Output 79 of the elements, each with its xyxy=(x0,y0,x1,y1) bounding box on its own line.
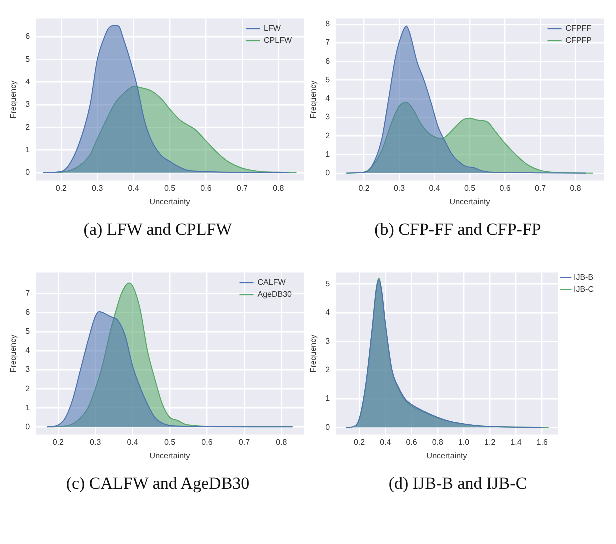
y-axis-title: Frequency xyxy=(309,334,318,373)
x-tick-label: 0.8 xyxy=(273,184,285,193)
y-tick-label: 5 xyxy=(326,279,331,288)
y-tick-label: 1 xyxy=(326,394,331,404)
x-tick-label: 0.7 xyxy=(236,184,249,193)
y-tick-label: 0 xyxy=(326,422,331,432)
x-tick-label: 0.2 xyxy=(52,438,64,447)
x-tick-label: 0.4 xyxy=(127,438,139,447)
x-tick-label: 0.4 xyxy=(429,184,441,193)
y-tick-label: 4 xyxy=(326,308,331,318)
y-tick-label: 0 xyxy=(326,168,331,178)
x-axis-title: Uncertainty xyxy=(150,197,190,206)
y-tick-label: 0 xyxy=(26,168,31,178)
x-tick-label: 0.7 xyxy=(238,438,251,447)
y-tick-label: 5 xyxy=(326,75,331,84)
x-tick-label: 0.6 xyxy=(500,184,512,193)
text: (a) LFW and CPLFW xyxy=(84,220,232,240)
x-axis-title: Uncertainty xyxy=(426,451,468,460)
legend-label: CFPFP xyxy=(566,36,592,46)
x-tick-label: 0.6 xyxy=(202,438,214,447)
y-tick-label: 0 xyxy=(26,422,31,432)
y-tick-label: 1 xyxy=(26,145,31,154)
x-tick-label: 0.6 xyxy=(406,438,418,447)
y-axis-title: Frequency xyxy=(9,334,18,373)
x-axis-title: Uncertainty xyxy=(450,197,490,206)
y-tick-label: 8 xyxy=(326,20,331,29)
x-axis-title: Uncertainty xyxy=(150,451,190,460)
x-tick-label: 0.5 xyxy=(164,184,176,193)
y-tick-label: 3 xyxy=(326,336,331,346)
y-tick-label: 3 xyxy=(26,100,31,110)
y-tick-label: 3 xyxy=(326,112,331,122)
x-tick-label: 0.6 xyxy=(200,184,212,193)
x-tick-label: 0.3 xyxy=(394,184,406,193)
y-tick-label: 4 xyxy=(326,94,331,104)
y-tick-label: 2 xyxy=(26,122,31,132)
y-tick-label: 5 xyxy=(26,54,31,64)
y-tick-label: 4 xyxy=(26,346,31,356)
y-tick-label: 4 xyxy=(26,77,31,86)
x-tick-label: 0.5 xyxy=(164,438,176,447)
x-tick-label: 1.2 xyxy=(484,438,496,447)
legend-label: AgeDB30 xyxy=(258,290,293,300)
legend-label: IJB-C xyxy=(574,285,594,294)
x-tick-label: 0.3 xyxy=(90,438,102,447)
y-axis-title: Frequency xyxy=(9,80,18,119)
x-tick-label: 0.2 xyxy=(354,438,366,447)
legend-label: LFW xyxy=(264,24,282,34)
y-tick-label: 2 xyxy=(326,365,331,374)
y-tick-label: 7 xyxy=(26,288,31,298)
x-tick-label: 1.4 xyxy=(510,438,522,447)
text: (b) CFP-FF and CFP-FP xyxy=(374,220,542,240)
legend-label: CFPFF xyxy=(566,24,592,34)
text: (d) IJB-B and IJB-C xyxy=(388,474,528,494)
x-tick-label: 0.8 xyxy=(276,438,288,447)
x-tick-label: 0.5 xyxy=(464,184,476,193)
x-tick-label: 0.4 xyxy=(128,184,140,193)
y-tick-label: 1 xyxy=(26,403,31,412)
x-tick-label: 0.7 xyxy=(534,184,547,193)
y-tick-label: 6 xyxy=(26,32,31,42)
y-axis-title: Frequency xyxy=(309,80,318,119)
x-tick-label: 0.8 xyxy=(570,184,582,193)
y-tick-label: 6 xyxy=(326,56,331,66)
y-tick-label: 6 xyxy=(26,308,31,318)
text: (c) CALFW and AgeDB30 xyxy=(66,474,250,494)
legend-label: CALFW xyxy=(258,278,286,288)
y-tick-label: 5 xyxy=(26,327,31,336)
x-tick-label: 0.4 xyxy=(380,438,392,447)
legend-label: IJB-B xyxy=(574,273,594,282)
y-tick-label: 2 xyxy=(326,131,331,140)
x-tick-label: 0.2 xyxy=(358,184,370,193)
x-tick-label: 0.3 xyxy=(92,184,104,193)
x-tick-label: 1.0 xyxy=(458,438,470,447)
y-tick-label: 7 xyxy=(326,38,331,48)
y-tick-label: 2 xyxy=(26,384,31,394)
x-tick-label: 1.6 xyxy=(536,438,548,447)
x-tick-label: 0.8 xyxy=(432,438,444,447)
legend-label: CPLFW xyxy=(264,36,292,46)
y-tick-label: 3 xyxy=(26,365,31,374)
x-tick-label: 0.2 xyxy=(56,184,68,193)
y-tick-label: 1 xyxy=(326,150,331,159)
